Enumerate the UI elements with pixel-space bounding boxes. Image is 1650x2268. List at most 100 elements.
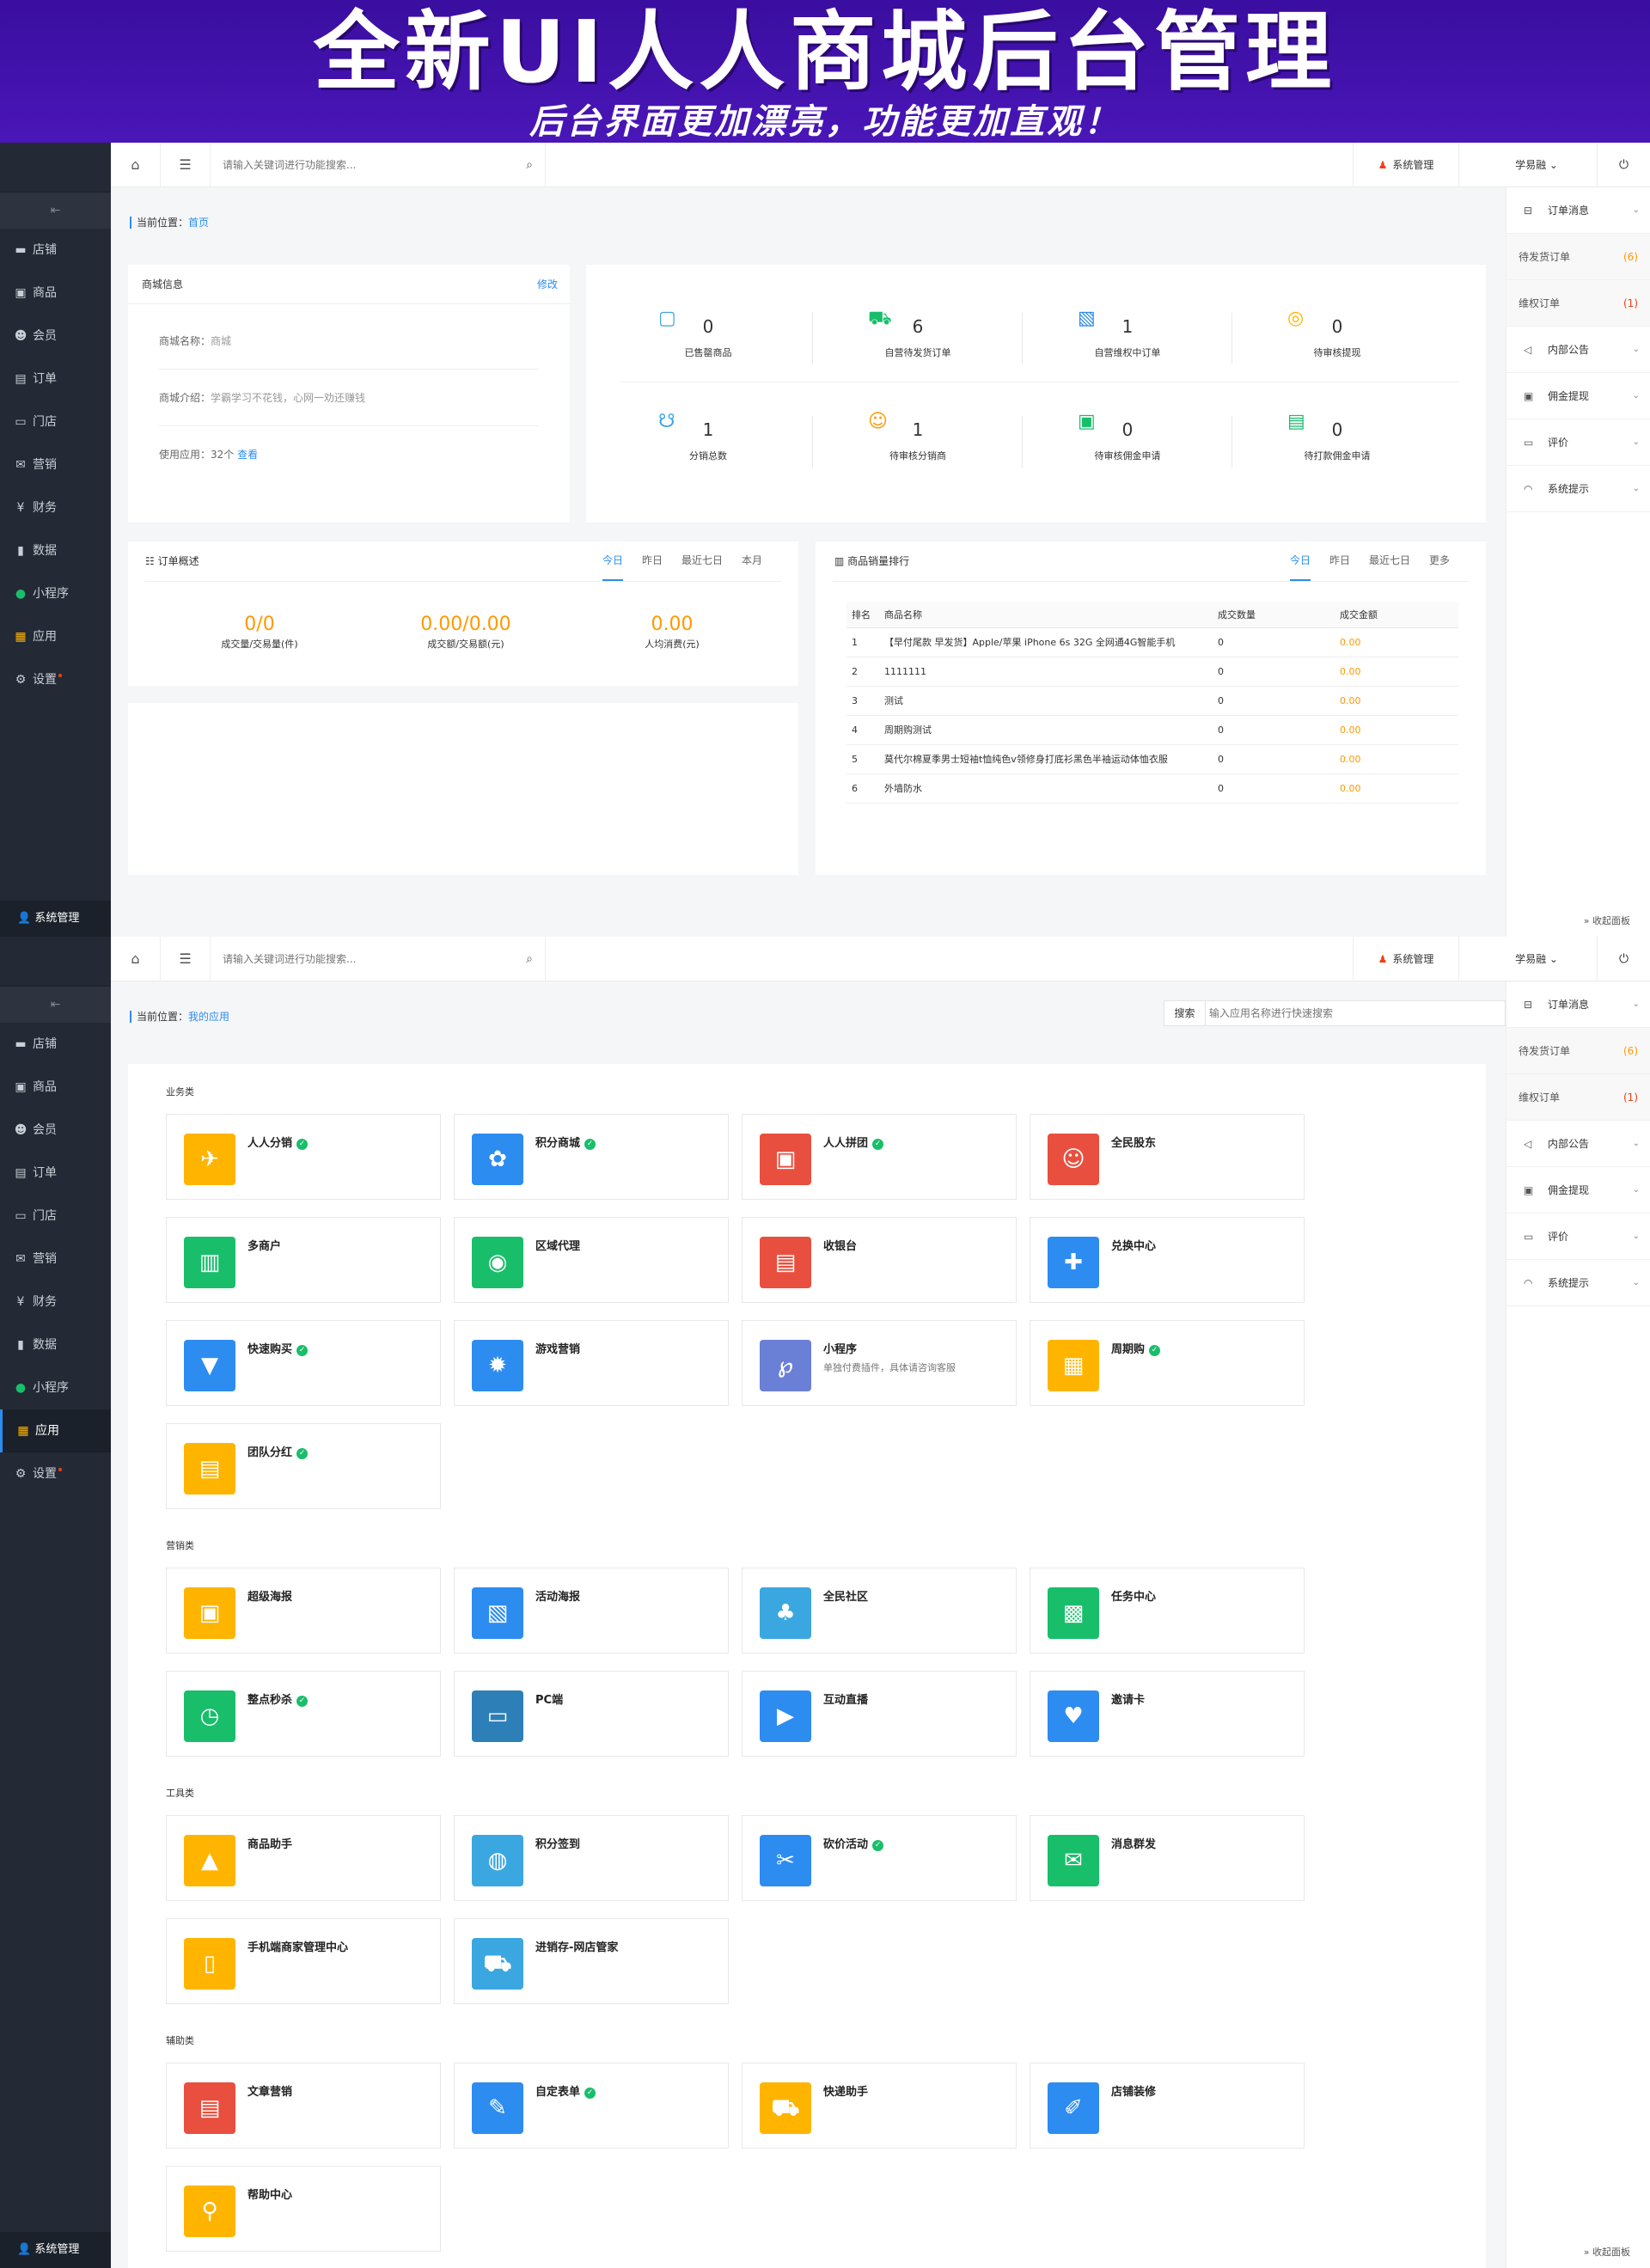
system-manage-link[interactable]: ♟ 系统管理	[1353, 937, 1459, 981]
nav-item-miniprogram[interactable]: ● 小程序	[0, 1366, 111, 1409]
app-search-button[interactable]: 搜索	[1164, 1001, 1206, 1025]
app-card[interactable]: ▥ 多商户	[166, 1217, 441, 1303]
right-item-review[interactable]: ▭ 评价 ⌄	[1506, 419, 1650, 466]
tab-3[interactable]: 更多	[1429, 554, 1451, 566]
app-card[interactable]: ▧ 活动海报	[454, 1568, 729, 1654]
app-card[interactable]: ⛟ 进销存-网店管家	[454, 1918, 729, 2004]
app-card[interactable]: ▭ PC端	[454, 1671, 729, 1757]
app-card[interactable]: ▼ 快速购买 ✓	[166, 1320, 441, 1406]
tab-1[interactable]: 昨日	[1329, 554, 1351, 566]
nav-item-settings[interactable]: ⚙ 设置	[0, 1452, 111, 1495]
nav-item-shop[interactable]: ▭ 门店	[0, 1195, 111, 1238]
right-item-internal-notice[interactable]: ◁ 内部公告 ⌄	[1506, 327, 1650, 373]
nav-item-marketing[interactable]: ✉ 营销	[0, 443, 111, 486]
breadcrumb-current[interactable]: 我的应用	[188, 1011, 230, 1023]
app-card[interactable]: ▦ 周期购 ✓	[1030, 1320, 1305, 1406]
right-item-commission-withdraw[interactable]: ▣ 佣金提现 ⌄	[1506, 373, 1650, 419]
app-card[interactable]: ▣ 人人拼团 ✓	[742, 1114, 1017, 1200]
app-card[interactable]: ▤ 收银台	[742, 1217, 1017, 1303]
app-card[interactable]: ▤ 文章营销	[166, 2063, 441, 2149]
right-item-order-message[interactable]: ⊟ 订单消息 ⌄	[1506, 187, 1650, 234]
breadcrumb-current[interactable]: 首页	[188, 217, 210, 229]
power-icon[interactable]: ⏻	[1597, 937, 1650, 981]
right-item-review[interactable]: ▭ 评价 ⌄	[1506, 1213, 1650, 1260]
menu-icon[interactable]: ☰	[161, 143, 211, 187]
nav-item-goods[interactable]: ▣ 商品	[0, 1066, 111, 1109]
table-row[interactable]: 1 【早付尾款 早发货】Apple/苹果 iPhone 6s 32G 全网通4G智…	[846, 627, 1458, 657]
app-card[interactable]: ◍ 积分签到	[454, 1815, 729, 1901]
nav-item-miniprogram[interactable]: ● 小程序	[0, 572, 111, 615]
app-card[interactable]: ℘ 小程序 单独付费插件，具体请咨询客服	[742, 1320, 1017, 1406]
right-item-pending-ship[interactable]: 待发货订单 (6)	[1506, 234, 1650, 280]
app-card[interactable]: ⚲ 帮助中心	[166, 2166, 441, 2252]
stat-item[interactable]: ▤ 0 待打款佣金申请	[1232, 368, 1442, 471]
app-card[interactable]: ▣ 超级海报	[166, 1568, 441, 1654]
system-manage-button[interactable]: 👤 系统管理	[0, 2232, 111, 2268]
nav-item-data[interactable]: ▮ 数据	[0, 1324, 111, 1366]
app-card[interactable]: ♥ 邀请卡	[1030, 1671, 1305, 1757]
collapse-panel-button[interactable]: » 收起面板	[1583, 915, 1630, 926]
app-card[interactable]: ☺ 全民股东	[1030, 1114, 1305, 1200]
app-card[interactable]: ✿ 积分商城 ✓	[454, 1114, 729, 1200]
nav-item-member[interactable]: ☻ 会员	[0, 1109, 111, 1152]
nav-item-marketing[interactable]: ✉ 营销	[0, 1238, 111, 1281]
nav-item-store[interactable]: ▬ 店铺	[0, 229, 111, 272]
app-card[interactable]: ▤ 团队分红 ✓	[166, 1423, 441, 1509]
view-apps-link[interactable]: 查看	[237, 449, 259, 461]
system-manage-button[interactable]: 👤 系统管理	[0, 901, 111, 937]
tab-0[interactable]: 今日	[602, 541, 624, 581]
app-card[interactable]: ♣ 全民社区	[742, 1568, 1017, 1654]
nav-item-member[interactable]: ☻ 会员	[0, 315, 111, 358]
tab-3[interactable]: 本月	[742, 554, 763, 566]
function-search-input[interactable]	[211, 143, 503, 187]
home-icon[interactable]: ⌂	[111, 937, 161, 981]
right-item-refund-order[interactable]: 维权订单 (1)	[1506, 280, 1650, 327]
nav-item-finance[interactable]: ¥ 财务	[0, 486, 111, 529]
stat-item[interactable]: ☋ 1 分销总数	[603, 368, 813, 471]
nav-item-order[interactable]: ▤ 订单	[0, 1152, 111, 1195]
nav-item-finance[interactable]: ¥ 财务	[0, 1281, 111, 1324]
app-card[interactable]: ⛟ 快递助手	[742, 2063, 1017, 2149]
app-card[interactable]: ◉ 区域代理	[454, 1217, 729, 1303]
stat-item[interactable]: ◎ 0 待审核提现	[1232, 265, 1442, 368]
tab-1[interactable]: 昨日	[642, 554, 663, 566]
nav-item-store[interactable]: ▬ 店铺	[0, 1023, 111, 1066]
edit-link[interactable]: 修改	[536, 278, 558, 290]
sidebar-toggle-icon[interactable]: ⇤	[0, 193, 111, 229]
table-row[interactable]: 6 外墙防水 0 0.00	[846, 773, 1458, 804]
table-row[interactable]: 3 测试 0 0.00	[846, 686, 1458, 716]
tab-2[interactable]: 最近七日	[681, 554, 724, 566]
tab-0[interactable]: 今日	[1290, 541, 1311, 581]
nav-item-settings[interactable]: ⚙ 设置	[0, 658, 111, 701]
right-item-commission-withdraw[interactable]: ▣ 佣金提现 ⌄	[1506, 1167, 1650, 1213]
home-icon[interactable]: ⌂	[111, 143, 161, 187]
app-card[interactable]: ◷ 整点秒杀 ✓	[166, 1671, 441, 1757]
app-card[interactable]: ✈ 人人分销 ✓	[166, 1114, 441, 1200]
table-row[interactable]: 5 莫代尔棉夏季男士短袖t恤纯色v领修身打底衫黑色半袖运动体恤衣服 0 0.00	[846, 744, 1458, 774]
stat-item[interactable]: ▧ 1 自营维权中订单	[1023, 265, 1232, 368]
right-item-internal-notice[interactable]: ◁ 内部公告 ⌄	[1506, 1121, 1650, 1167]
system-manage-link[interactable]: ♟ 系统管理	[1353, 143, 1459, 187]
collapse-panel-button[interactable]: » 收起面板	[1583, 2247, 1630, 2258]
stat-item[interactable]: ☺ 1 待审核分销商	[813, 368, 1023, 471]
app-search-input[interactable]	[1209, 1001, 1501, 1025]
table-row[interactable]: 4 周期购测试 0 0.00	[846, 715, 1458, 745]
app-card[interactable]: ✎ 自定表单 ✓	[454, 2063, 729, 2149]
nav-item-goods[interactable]: ▣ 商品	[0, 272, 111, 315]
right-item-refund-order[interactable]: 维权订单 (1)	[1506, 1074, 1650, 1121]
stat-item[interactable]: ⛟ 6 自营待发货订单	[813, 265, 1023, 368]
nav-item-data[interactable]: ▮ 数据	[0, 529, 111, 572]
app-card[interactable]: ✐ 店铺装修	[1030, 2063, 1305, 2149]
function-search-input[interactable]	[211, 937, 503, 981]
nav-item-apps[interactable]: ▦ 应用	[0, 1409, 111, 1452]
app-card[interactable]: ✚ 兑换中心	[1030, 1217, 1305, 1303]
stat-item[interactable]: ▢ 0 已售罄商品	[603, 265, 813, 368]
app-card[interactable]: ▯ 手机端商家管理中心	[166, 1918, 441, 2004]
stat-item[interactable]: ▣ 0 待审核佣金申请	[1023, 368, 1232, 471]
right-item-system-tip[interactable]: ◠ 系统提示 ⌄	[1506, 1260, 1650, 1306]
nav-item-order[interactable]: ▤ 订单	[0, 358, 111, 400]
right-item-order-message[interactable]: ⊟ 订单消息 ⌄	[1506, 981, 1650, 1028]
sidebar-toggle-icon[interactable]: ⇤	[0, 987, 111, 1023]
power-icon[interactable]: ⏻	[1597, 143, 1650, 187]
table-row[interactable]: 2 1111111 0 0.00	[846, 657, 1458, 687]
